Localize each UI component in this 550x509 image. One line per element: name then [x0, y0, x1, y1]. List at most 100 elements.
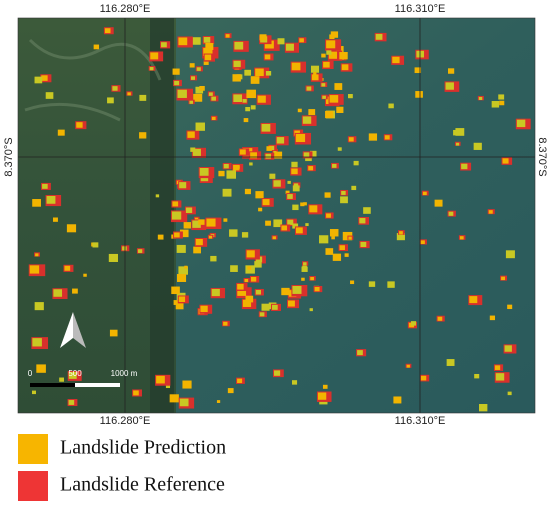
landslide-patch [211, 116, 216, 121]
landslide-patch [35, 253, 39, 257]
landslide-patch [45, 92, 54, 99]
landslide-patch [171, 211, 182, 220]
landslide-patch [237, 288, 247, 296]
landslide-patch [195, 238, 203, 246]
landslide-patch [321, 83, 326, 87]
landslide-patch [165, 384, 171, 389]
coord-label: 116.280°E [100, 415, 151, 427]
landslide-patch [273, 180, 281, 187]
landslide-patch [420, 240, 425, 244]
landslide-patch [287, 300, 295, 307]
landslide-patch [300, 202, 305, 207]
landslide-patch [292, 185, 300, 192]
landslide-patch [203, 47, 213, 57]
landslide-patch [266, 146, 272, 151]
landslide-patch [178, 266, 188, 275]
landslide-patch [185, 207, 193, 213]
landslide-patch [285, 43, 294, 51]
landslide-patch [384, 135, 390, 140]
landslide-patch [301, 277, 305, 281]
landslide-patch [308, 109, 316, 116]
landslide-patch [179, 229, 189, 238]
landslide-patch [174, 232, 180, 238]
landslide-patch [287, 219, 294, 225]
landslide-patch [149, 67, 154, 71]
landslide-patch [415, 91, 423, 98]
map-frame [17, 17, 536, 414]
landslide-patch [293, 183, 299, 188]
landslide-patch [329, 95, 339, 103]
landslide-patch [461, 163, 468, 170]
landslide-patch [387, 281, 395, 288]
landslide-patch [392, 56, 400, 64]
landslide-patch [262, 199, 270, 206]
landslide-patch [459, 236, 464, 240]
legend-label: Landslide Prediction [60, 437, 226, 459]
landslide-patch [171, 286, 180, 295]
landslide-patch [368, 133, 378, 141]
landslide-patch [41, 75, 48, 81]
landslide-patch [255, 68, 264, 77]
legend-label: Landslide Reference [60, 474, 225, 496]
landslide-patch [303, 152, 310, 158]
landslide-patch [244, 69, 252, 76]
landslide-patch [292, 204, 299, 211]
landslide-patch [302, 116, 312, 124]
landslide-patch [285, 190, 290, 195]
landslide-patch [363, 207, 371, 214]
landslide-patch [259, 34, 267, 41]
landslide-patch [32, 338, 42, 347]
landslide-patch [445, 82, 454, 90]
landslide-patch [34, 76, 43, 84]
landslide-patch [203, 60, 209, 65]
landslide-patch [324, 192, 331, 198]
landslide-patch [272, 236, 276, 240]
landslide-patch [235, 165, 240, 169]
landslide-patch [243, 118, 249, 123]
landslide-patch [305, 223, 309, 227]
landslide-patch [336, 106, 344, 113]
landslide-patch [375, 33, 383, 40]
landslide-patch [233, 60, 241, 68]
landslide-patch [200, 305, 208, 313]
north-arrow [60, 312, 86, 348]
landslide-patch [498, 94, 505, 100]
landslide-patch [183, 222, 191, 229]
landslide-patch [205, 42, 214, 50]
landslide-patch [339, 245, 345, 250]
landslide-patch [325, 110, 334, 119]
landslide-patch [249, 162, 253, 166]
landslide-patch [245, 106, 251, 112]
landslide-patch [211, 96, 216, 101]
landslide-patch [311, 74, 319, 81]
landslide-patch [299, 38, 304, 43]
landslide-patch [265, 153, 272, 159]
landslide-patch [193, 93, 203, 102]
landslide-patch [326, 50, 332, 55]
landslide-patch [254, 261, 262, 268]
coord-label: 8.370°S [536, 137, 548, 176]
landslide-patch [292, 223, 299, 229]
landslide-patch [139, 94, 147, 101]
landslide-patch [250, 76, 260, 84]
landslide-patch [434, 199, 443, 207]
landslide-patch [507, 304, 513, 310]
landslide-patch [190, 76, 196, 80]
landslide-patch [155, 194, 160, 198]
landslide-patch [368, 281, 376, 287]
landslide-patch [388, 103, 394, 109]
landslide-patch [329, 34, 335, 40]
landslide-patch [317, 392, 327, 400]
landslide-patch [328, 51, 338, 59]
landslide-patch [208, 235, 213, 239]
landslide-patch [334, 83, 343, 90]
landslide-patch [244, 188, 251, 195]
landslide-patch [499, 100, 505, 106]
landslide-patch [176, 274, 187, 282]
landslide-patch [309, 308, 313, 312]
landslide-patch [332, 253, 342, 261]
landslide-patch [227, 388, 234, 394]
landslide-patch [276, 137, 285, 144]
landslide-patch [189, 63, 195, 68]
landslide-patch [287, 194, 293, 199]
